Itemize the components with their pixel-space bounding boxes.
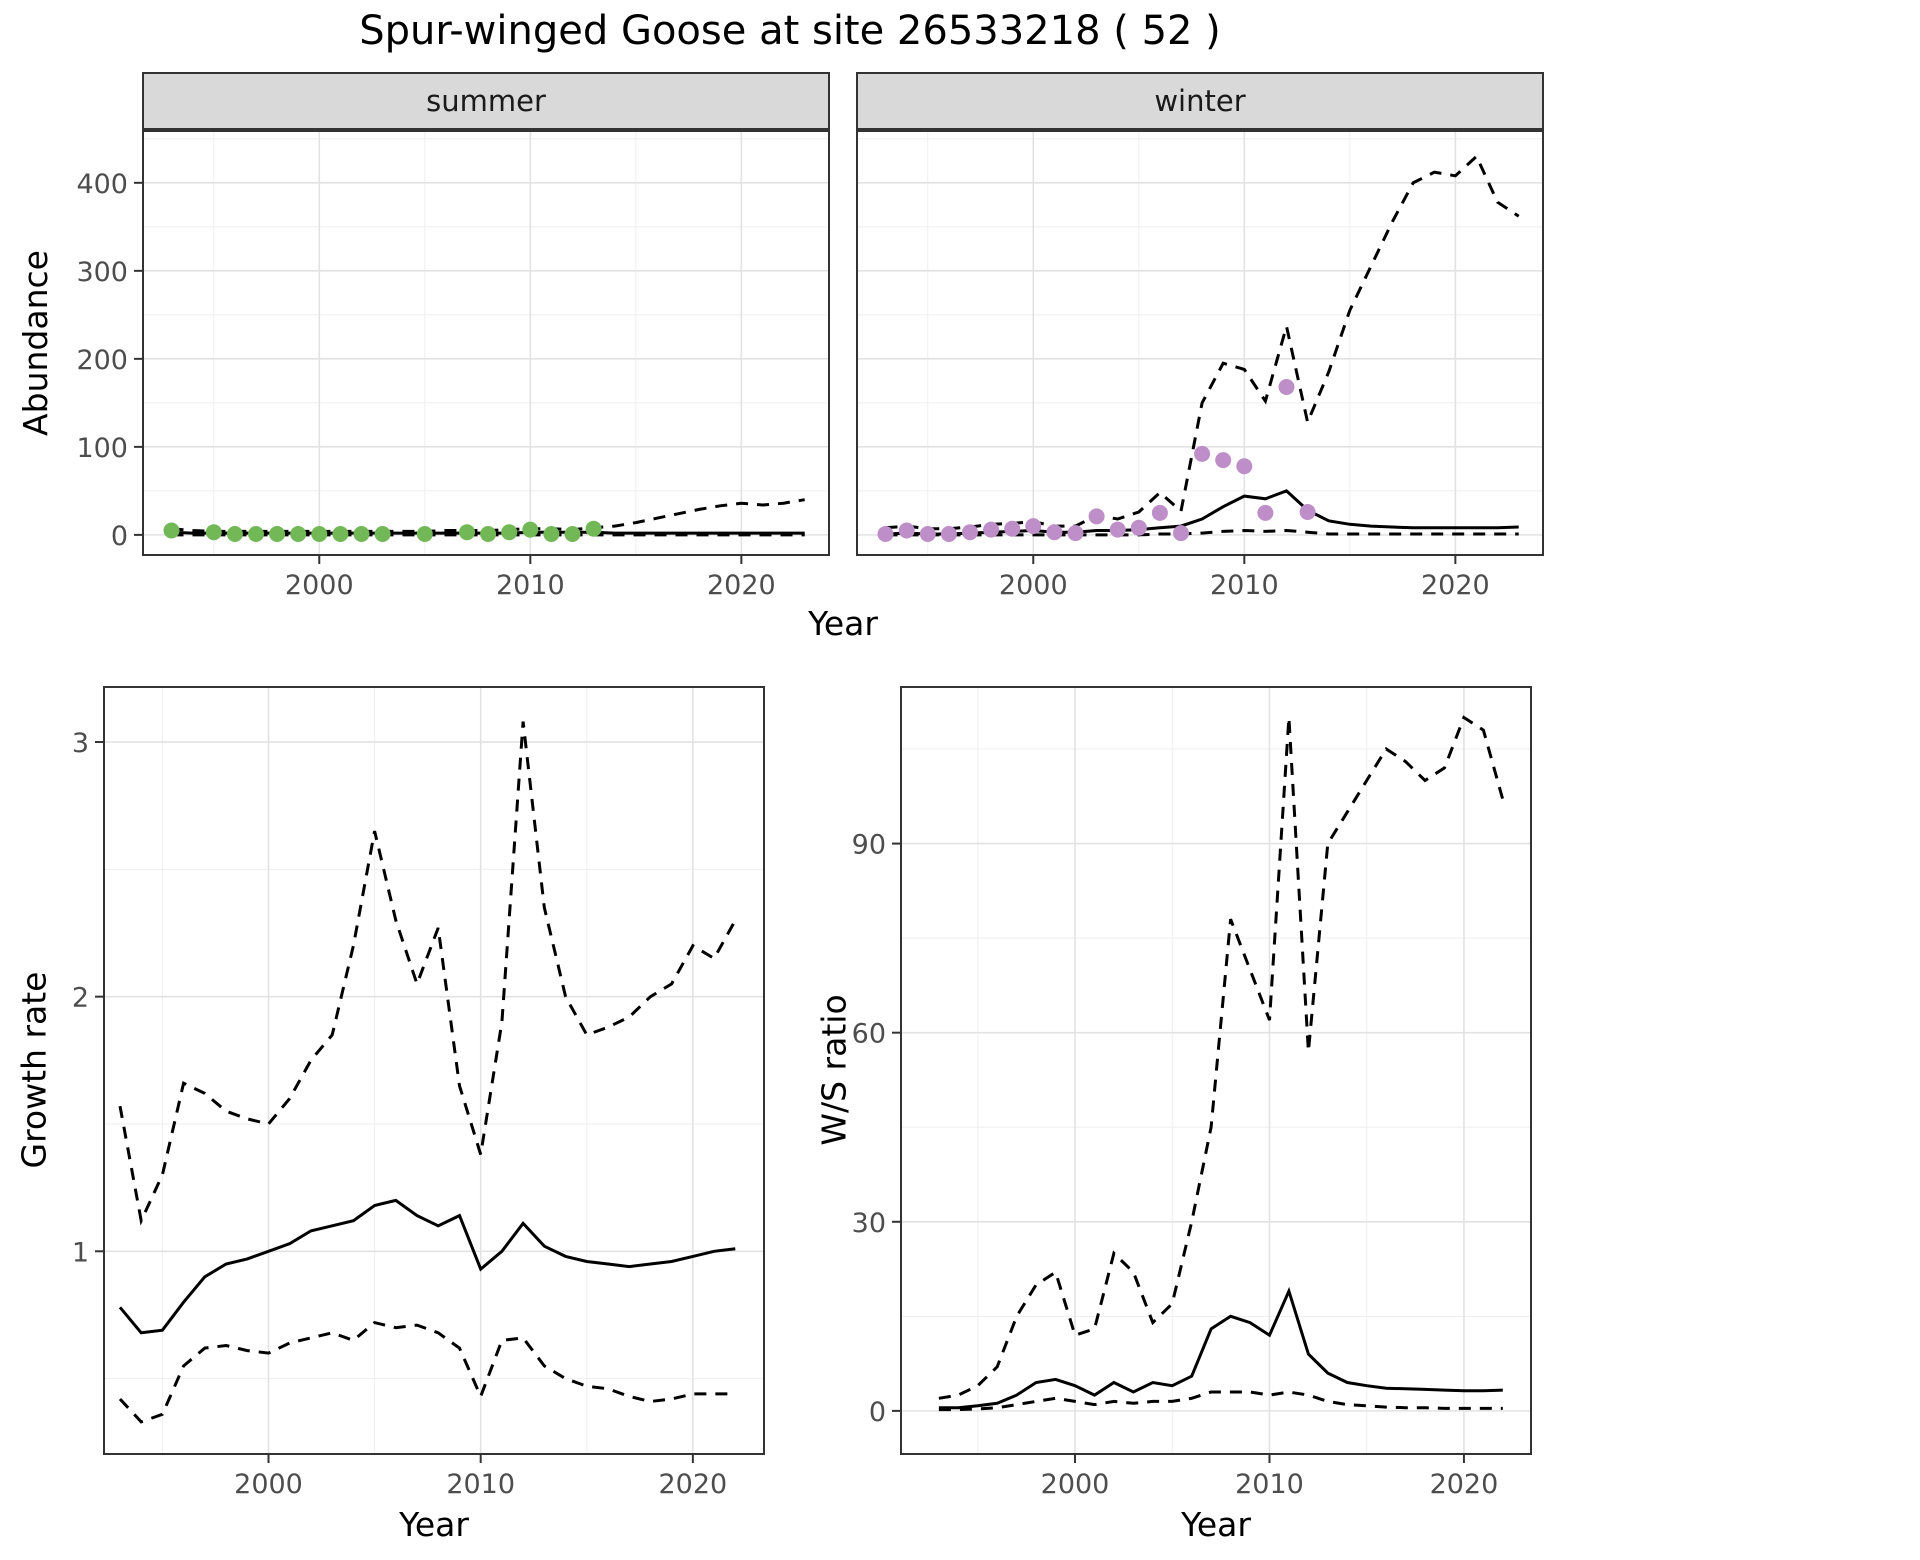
series-upper-ci	[938, 715, 1505, 1400]
observed-winter	[1278, 379, 1295, 395]
panel-border	[900, 686, 1532, 1455]
y-tick-label: 0	[111, 521, 128, 552]
observed-summer	[332, 526, 349, 542]
facet-strip-summer-label: summer	[426, 84, 546, 118]
observed-summer	[353, 526, 370, 542]
observed-winter	[1173, 525, 1189, 542]
observed-winter	[1215, 452, 1232, 469]
series-fitted	[938, 1286, 1503, 1410]
observed-winter	[919, 526, 936, 542]
facet-strip-winter: winter	[856, 72, 1544, 130]
x-tick-label: 2010	[1235, 1469, 1304, 1500]
y-tick-label: 90	[852, 830, 886, 861]
y-tick-label: 200	[76, 345, 128, 376]
abundance-winter-panel: 2000 2010 2020	[856, 130, 1544, 601]
x-tick-label: 2000	[285, 570, 354, 601]
observed-summer	[416, 526, 433, 542]
series-lower-ci	[118, 1320, 736, 1424]
x-tick-label: 2010	[446, 1469, 515, 1500]
x-tick-label: 2000	[999, 570, 1068, 601]
chart-title: Spur-winged Goose at site 26533218 ( 52 …	[359, 8, 1221, 54]
x-tick-label: 2020	[1430, 1469, 1499, 1500]
y-tick-label: 3	[72, 728, 89, 759]
ratio-x-axis-label: Year	[1181, 1505, 1251, 1544]
observed-summer	[205, 524, 222, 541]
abundance-summer-panel: 2000 2010 2020 0 100 200 300 400	[76, 130, 830, 601]
observed-summer	[564, 526, 581, 542]
observed-winter	[1151, 504, 1168, 521]
observed-summer	[459, 524, 475, 541]
y-tick-label: 0	[869, 1397, 886, 1428]
observed-winter	[877, 526, 894, 542]
observed-summer	[480, 526, 497, 542]
series-upper-ci	[118, 721, 737, 1226]
observed-winter	[1236, 458, 1253, 475]
abundance-y-axis-label: Abundance	[16, 250, 55, 436]
y-tick-label: 100	[76, 433, 128, 464]
panel-border	[142, 130, 830, 556]
observed-winter	[1194, 445, 1211, 462]
observed-winter	[1299, 504, 1316, 520]
observed-summer	[311, 526, 328, 542]
observed-winter	[1046, 524, 1063, 541]
y-tick-label: 1	[72, 1237, 89, 1268]
panel-background	[142, 130, 830, 556]
y-tick-label: 60	[852, 1019, 886, 1050]
observed-winter	[940, 526, 957, 542]
x-tick-label: 2010	[1210, 570, 1279, 601]
observed-summer	[585, 520, 602, 537]
y-tick-label: 2	[72, 983, 89, 1014]
observed-winter	[983, 521, 1000, 538]
observed-summer	[226, 526, 243, 542]
panel-border	[856, 130, 1544, 556]
panel-background	[856, 130, 1544, 556]
observed-winter	[898, 522, 915, 539]
y-tick-label: 400	[76, 169, 128, 200]
x-tick-label: 2020	[1421, 570, 1490, 601]
ratio-y-axis-label: W/S ratio	[814, 994, 854, 1146]
growth-rate-panel: 2000 2010 2020 1 2 3	[72, 686, 765, 1500]
ws-ratio-panel: 2000 2010 2020 0 30 60 90	[852, 686, 1532, 1500]
series-lower-ci	[938, 1390, 1503, 1412]
x-tick-label: 2000	[1041, 1469, 1110, 1500]
observed-summer	[163, 522, 180, 539]
observed-winter	[1067, 525, 1084, 542]
observed-winter	[1004, 520, 1021, 537]
x-tick-label: 2000	[234, 1469, 303, 1500]
facet-strip-summer: summer	[142, 72, 830, 130]
abundance-x-axis-label: Year	[808, 604, 878, 643]
x-tick-label: 2020	[658, 1469, 727, 1500]
observed-winter	[1025, 518, 1042, 535]
y-tick-label: 30	[852, 1208, 886, 1239]
observed-winter	[1088, 508, 1105, 525]
growth-x-axis-label: Year	[399, 1505, 469, 1544]
observed-summer	[248, 526, 264, 542]
panel-background	[103, 686, 765, 1455]
series-fitted	[118, 1198, 736, 1335]
observed-summer	[269, 526, 286, 542]
observed-winter	[1130, 519, 1147, 536]
x-tick-label: 2020	[707, 570, 776, 601]
y-tick-label: 300	[76, 257, 128, 288]
observed-winter	[1257, 504, 1274, 521]
facet-strip-winter-label: winter	[1154, 84, 1246, 118]
observed-summer	[522, 521, 539, 538]
observed-summer	[501, 524, 518, 541]
panel-border	[103, 686, 765, 1455]
x-tick-label: 2010	[496, 570, 565, 601]
observed-winter	[1109, 521, 1126, 538]
observed-summer	[290, 526, 307, 542]
growth-y-axis-label: Growth rate	[14, 971, 54, 1169]
observed-winter	[962, 524, 978, 541]
observed-summer	[543, 526, 560, 542]
observed-summer	[374, 526, 391, 542]
